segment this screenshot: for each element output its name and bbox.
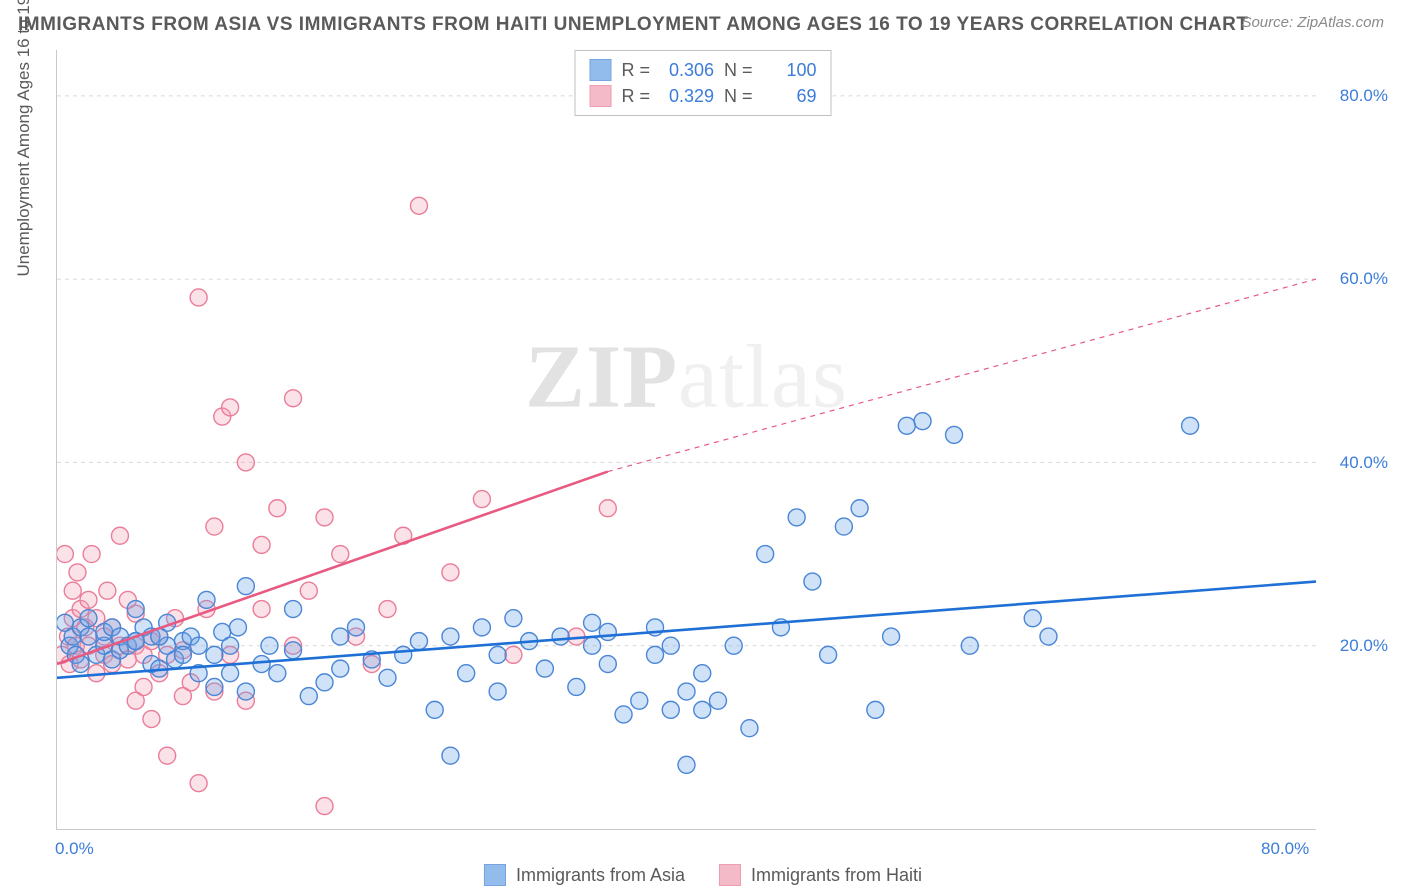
y-tick-label: 60.0% <box>1324 269 1388 289</box>
n-label: N = <box>724 60 753 81</box>
source-attribution: Source: ZipAtlas.com <box>1241 14 1384 31</box>
legend-label-haiti: Immigrants from Haiti <box>751 865 922 886</box>
y-axis-title: Unemployment Among Ages 16 to 19 years <box>14 0 34 277</box>
legend-item-asia: Immigrants from Asia <box>484 864 685 886</box>
legend-row-asia: R = 0.306 N = 100 <box>589 57 816 83</box>
swatch-haiti-bottom <box>719 864 741 886</box>
n-value-asia: 100 <box>763 60 817 81</box>
swatch-haiti <box>589 85 611 107</box>
plot-area: ZIPatlas 20.0%40.0%60.0%80.0% 0.0%80.0% <box>56 50 1316 830</box>
chart-svg <box>57 50 1316 829</box>
series-legend: Immigrants from Asia Immigrants from Hai… <box>484 864 922 886</box>
n-value-haiti: 69 <box>763 86 817 107</box>
correlation-legend: R = 0.306 N = 100 R = 0.329 N = 69 <box>574 50 831 116</box>
swatch-asia <box>589 59 611 81</box>
r-value-asia: 0.306 <box>660 60 714 81</box>
legend-label-asia: Immigrants from Asia <box>516 865 685 886</box>
legend-item-haiti: Immigrants from Haiti <box>719 864 922 886</box>
r-label: R = <box>621 60 650 81</box>
x-tick-label: 80.0% <box>1261 839 1309 859</box>
y-tick-label: 20.0% <box>1324 636 1388 656</box>
y-tick-label: 80.0% <box>1324 86 1388 106</box>
n-label: N = <box>724 86 753 107</box>
r-value-haiti: 0.329 <box>660 86 714 107</box>
y-tick-label: 40.0% <box>1324 453 1388 473</box>
r-label: R = <box>621 86 650 107</box>
swatch-asia-bottom <box>484 864 506 886</box>
x-tick-label: 0.0% <box>55 839 94 859</box>
chart-title: IMMIGRANTS FROM ASIA VS IMMIGRANTS FROM … <box>18 14 1248 36</box>
legend-row-haiti: R = 0.329 N = 69 <box>589 83 816 109</box>
